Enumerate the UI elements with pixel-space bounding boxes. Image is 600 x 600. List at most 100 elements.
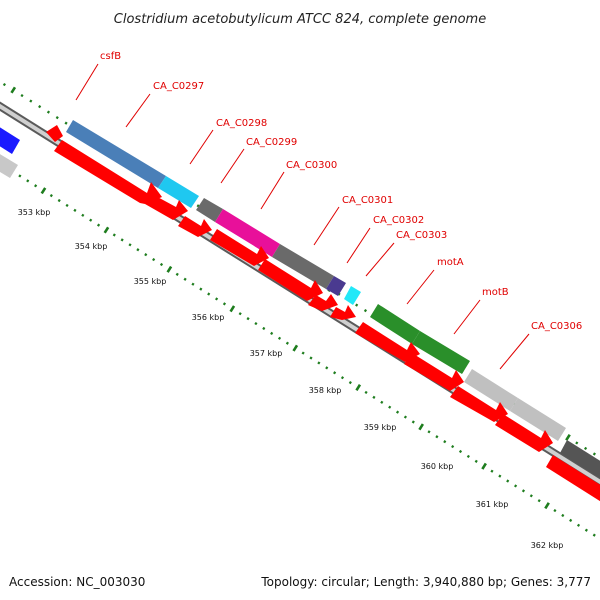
kbp-label: 358 kbp xyxy=(309,386,342,395)
mota-label: motA xyxy=(437,257,464,268)
minor-kbp-tick xyxy=(395,410,400,414)
ca-c0306-label: CA_C0306 xyxy=(531,321,582,332)
minor-kbp-tick xyxy=(584,528,588,532)
minor-kbp-tick xyxy=(254,321,258,326)
cds-arrow xyxy=(404,353,464,391)
cds-arrow xyxy=(258,259,323,301)
major-kbp-tick xyxy=(103,226,110,234)
motb-feature-box xyxy=(412,331,470,374)
gene-labels: csfB CA_C0297 CA_C0298 CA_C0299 CA_C0300 CA_C… xyxy=(100,51,582,332)
offscreen-red-gene xyxy=(546,455,600,502)
leader-line xyxy=(453,299,481,335)
minor-tick xyxy=(355,303,359,307)
kbp-label: 355 kbp xyxy=(134,277,167,286)
minor-kbp-tick xyxy=(81,213,85,217)
cds-arrow xyxy=(495,414,553,452)
ca-c0300-label: CA_C0300 xyxy=(286,160,337,171)
major-kbp-tick xyxy=(229,305,236,313)
minor-kbp-tick xyxy=(34,184,38,188)
kbp-label: 360 kbp xyxy=(421,462,454,471)
major-kbp-tick xyxy=(292,344,299,352)
minor-kbp-tick xyxy=(317,361,321,365)
minor-tick xyxy=(592,452,596,456)
minor-tick xyxy=(46,110,51,114)
minor-kbp-tick xyxy=(183,277,187,281)
minor-kbp-tick xyxy=(451,444,455,449)
cds-arrow xyxy=(330,305,356,320)
kbp-label: 353 kbp xyxy=(18,208,51,217)
minor-kbp-tick xyxy=(26,179,30,183)
minor-kbp-tick xyxy=(301,351,305,355)
minor-kbp-tick xyxy=(120,238,124,242)
minor-kbp-tick xyxy=(136,248,140,252)
leader-line xyxy=(313,206,340,246)
kbp-label: 354 kbp xyxy=(75,242,108,251)
minor-kbp-tick xyxy=(89,218,93,222)
major-kbp-tick xyxy=(40,187,47,195)
ca-c0302-label: CA_C0302 xyxy=(373,215,424,226)
major-kbp-tick xyxy=(166,265,173,273)
kbp-label: 359 kbp xyxy=(364,423,397,432)
minor-kbp-tick xyxy=(521,489,526,493)
kbp-label: 361 kbp xyxy=(476,500,509,509)
minor-kbp-tick xyxy=(65,203,69,208)
minor-kbp-tick xyxy=(458,449,463,454)
minor-kbp-tick xyxy=(18,174,22,178)
minor-kbp-tick xyxy=(372,395,376,399)
cds-arrow xyxy=(308,294,338,311)
minor-kbp-tick xyxy=(388,405,392,409)
minor-kbp-tick xyxy=(443,440,447,444)
minor-kbp-tick xyxy=(569,518,573,522)
cds-arrow xyxy=(210,229,269,266)
leader-line xyxy=(189,129,214,165)
minor-kbp-tick xyxy=(490,469,494,473)
minor-kbp-tick xyxy=(576,523,581,527)
minor-tick xyxy=(55,116,59,120)
ca-c0301-label: CA_C0301 xyxy=(342,195,393,206)
minor-tick xyxy=(363,309,368,313)
minor-kbp-tick xyxy=(270,331,274,335)
minor-tick xyxy=(64,121,68,125)
label-leaders xyxy=(75,63,530,370)
minor-kbp-tick xyxy=(152,257,156,262)
ca-c0303-feature-box xyxy=(344,286,361,305)
minor-kbp-tick xyxy=(285,341,289,345)
leader-line xyxy=(125,93,151,128)
leader-line xyxy=(260,171,285,210)
minor-kbp-tick xyxy=(325,366,329,370)
ca-c0306-feature-box xyxy=(464,369,518,411)
kbp-labels: 353 kbp 354 kbp 355 kbp 356 kbp 357 kbp 358 k… xyxy=(18,208,564,550)
minor-kbp-tick xyxy=(380,400,384,404)
offscreen-grey-gene xyxy=(0,154,18,178)
genome-summary-text: Topology: circular; Length: 3,940,880 bp… xyxy=(260,575,591,589)
major-kbp-tick xyxy=(481,462,487,470)
minor-kbp-tick xyxy=(348,381,352,385)
minor-kbp-tick xyxy=(466,454,470,459)
minor-kbp-tick xyxy=(175,272,179,276)
minor-kbp-tick xyxy=(246,317,250,321)
ca-c0306-feature-box xyxy=(510,398,566,441)
minor-tick xyxy=(29,99,33,103)
csfb-feature-box xyxy=(46,125,63,142)
minor-kbp-tick xyxy=(215,297,219,301)
minor-kbp-tick xyxy=(222,302,227,306)
minor-kbp-tick xyxy=(411,420,415,424)
minor-kbp-tick xyxy=(112,233,116,237)
major-kbp-tick xyxy=(544,502,550,510)
ca-c0298-feature-box xyxy=(158,176,199,208)
offscreen-dark-gene xyxy=(560,440,600,479)
major-tick xyxy=(565,433,571,441)
minor-kbp-tick xyxy=(57,198,61,203)
ca-c0303-label: CA_C0303 xyxy=(396,230,447,241)
ca-c0302-feature-box xyxy=(326,276,346,296)
map-title: Clostridium acetobutylicum ATCC 824, com… xyxy=(114,12,486,27)
minor-kbp-tick xyxy=(49,194,53,198)
leader-line xyxy=(365,242,395,277)
minor-kbp-tick xyxy=(333,371,337,375)
minor-kbp-tick xyxy=(474,459,478,463)
minor-tick xyxy=(584,446,588,451)
motb-label: motB xyxy=(482,287,509,298)
minor-kbp-tick xyxy=(403,415,407,419)
minor-kbp-tick xyxy=(96,223,101,227)
